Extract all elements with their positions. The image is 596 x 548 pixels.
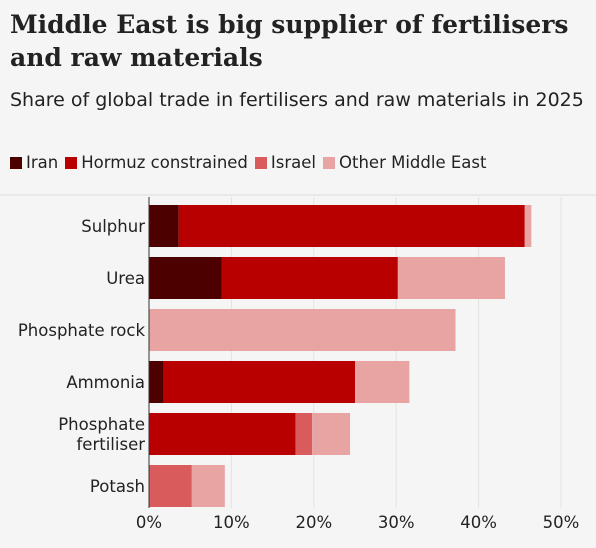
bar-other-middle-east <box>149 309 456 351</box>
category-label: Sulphur <box>81 217 145 236</box>
bar-hormuz-constrained <box>149 413 296 455</box>
bar-israel <box>295 413 313 455</box>
bar-hormuz-constrained <box>163 361 355 403</box>
x-tick-label: 50% <box>543 513 580 532</box>
bar-other-middle-east <box>524 205 532 247</box>
bar-israel <box>149 465 192 507</box>
bar-iran <box>149 257 222 299</box>
category-label-line: Phosphate rock <box>18 321 146 340</box>
category-label-line: fertiliser <box>77 435 146 454</box>
x-tick-label: 40% <box>460 513 497 532</box>
category-label-line: Urea <box>106 269 145 288</box>
category-label-line: Potash <box>90 477 145 496</box>
legend-swatch <box>254 156 267 169</box>
legend-label: Hormuz constrained <box>81 153 248 172</box>
bar-other-middle-east <box>397 257 505 299</box>
category-label-line: Phosphate <box>58 415 145 434</box>
legend-swatch <box>10 156 22 169</box>
category-label-line: Sulphur <box>81 217 145 236</box>
legend-item-iran: Iran <box>10 153 58 172</box>
bar-iran <box>149 205 179 247</box>
category-label: Phosphate fertiliser <box>58 415 145 454</box>
legend-item-israel: Israel <box>254 153 316 172</box>
legend-item-other-middle-east: Other Middle East <box>323 153 486 172</box>
bar-hormuz-constrained <box>178 205 525 247</box>
category-label: Urea <box>106 269 145 288</box>
legend-item-hormuz-constrained: Hormuz constrained <box>65 153 248 172</box>
x-tick-label: 0% <box>136 513 162 532</box>
bar-other-middle-east <box>191 465 225 507</box>
bar-other-middle-east <box>312 413 351 455</box>
category-label: Potash <box>90 477 145 496</box>
x-tick-label: 30% <box>378 513 415 532</box>
bar-iran <box>149 361 164 403</box>
x-tick-label: 20% <box>295 513 332 532</box>
legend-label: Iran <box>26 153 59 172</box>
legend-label: Israel <box>270 153 316 172</box>
bar-hormuz-constrained <box>221 257 398 299</box>
legend-swatch <box>323 156 335 169</box>
chart-title: Middle East is big supplier of fertilise… <box>10 10 569 72</box>
category-label: Phosphate rock <box>18 321 146 340</box>
legend-label: Other Middle East <box>339 153 487 172</box>
category-label-line: Ammonia <box>66 373 145 392</box>
chart-subtitle: Share of global trade in fertilisers and… <box>10 89 584 111</box>
x-tick-label: 10% <box>213 513 250 532</box>
legend-swatch <box>65 156 78 169</box>
category-label: Ammonia <box>66 373 145 392</box>
bar-other-middle-east <box>355 361 410 403</box>
chart-legend: Iran Hormuz constrained Israel Other Mid… <box>10 153 493 172</box>
